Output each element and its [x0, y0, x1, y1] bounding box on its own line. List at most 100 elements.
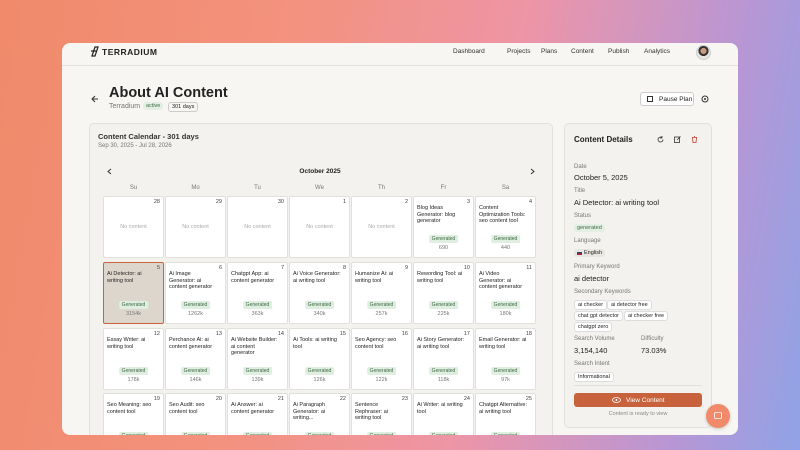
calendar-cell[interactable]: 2 No content: [351, 196, 412, 258]
prev-month[interactable]: [107, 168, 113, 175]
day-number: 2: [404, 199, 408, 205]
content-title: Ai Detector: ai writing tool: [107, 271, 142, 284]
weekday: Sa: [501, 185, 510, 191]
calendar-cell[interactable]: 3 Blog Ideas Generator: blog generator Gen…: [413, 196, 474, 258]
refresh-button[interactable]: [657, 136, 664, 143]
calendar-cell[interactable]: 23 Sentence Rephraser: ai writing tool Gen…: [351, 393, 412, 435]
calendar-cell[interactable]: 11 Ai Video Generator: ai content generat…: [475, 262, 536, 324]
content-title: Ai Video Generator: ai content generator: [479, 271, 523, 290]
calendar-cell[interactable]: 5 Ai Detector: ai writing tool Generated 31…: [103, 262, 164, 324]
project-name: Terradium: [109, 103, 141, 110]
nav-link[interactable]: Content: [571, 48, 594, 55]
calendar-cell[interactable]: 22 Ai Paragraph Generator: ai writing... G…: [289, 393, 350, 435]
calendar-cell[interactable]: 30 No content: [227, 196, 288, 258]
search-volume: 178k: [127, 377, 140, 383]
status-badge: Generated: [118, 432, 149, 435]
day-number: 29: [215, 199, 222, 205]
status-badge: Generated: [304, 301, 335, 309]
field-label: Date: [574, 164, 587, 170]
pause-button[interactable]: Pause Plan: [640, 92, 694, 106]
footnote: Content is ready to view: [608, 411, 668, 417]
content-title: Ai Paragraph Generator: ai writing...: [293, 402, 326, 421]
calendar-cell[interactable]: 6 Ai Image Generator: ai content generato…: [165, 262, 226, 324]
calendar-cell[interactable]: 12 Essay Writer: ai writing tool Generated…: [103, 328, 164, 390]
back-button[interactable]: [91, 95, 99, 103]
view-content-label: View Content: [626, 396, 665, 404]
calendar-cell[interactable]: 4 Content Optimization Tools: seo content…: [475, 196, 536, 258]
day-number: 3: [466, 199, 470, 205]
nav-link[interactable]: Analytics: [644, 48, 671, 55]
field-label: Language: [574, 238, 601, 244]
search-volume: 340k: [313, 311, 326, 317]
empty-note: No content: [244, 224, 271, 230]
nav-link[interactable]: Projects: [507, 48, 531, 55]
calendar-cell[interactable]: 1 No content: [289, 196, 350, 258]
keyword-chip: ai detector free: [607, 300, 652, 310]
settings-button[interactable]: [701, 95, 709, 103]
field-value: Informational: [574, 372, 614, 382]
calendar-cell[interactable]: 15 Ai Tools: ai writing tool Generated 126k: [289, 328, 350, 390]
eye-icon: [612, 397, 621, 403]
delete-button[interactable]: [691, 136, 698, 143]
day-number: 9: [404, 265, 408, 271]
avatar[interactable]: [696, 45, 711, 60]
field-value: 3,154,140: [574, 346, 608, 355]
field-value: generated: [574, 224, 605, 232]
status-badge: Generated: [428, 301, 459, 309]
nav-link[interactable]: Plans: [541, 48, 558, 55]
nav-link[interactable]: Dashboard: [453, 48, 485, 55]
calendar-cell[interactable]: 17 Ai Story Generator: ai writing tool Gen…: [413, 328, 474, 390]
view-content-button[interactable]: View Content: [574, 393, 702, 407]
calendar-cell[interactable]: 16 Seo Agency: seo content tool Generated 1…: [351, 328, 412, 390]
edit-button[interactable]: [674, 136, 681, 143]
day-number: 8: [342, 265, 346, 271]
brand[interactable]: TERRADIUM: [102, 47, 158, 57]
search-volume: 690: [438, 245, 449, 251]
empty-note: No content: [120, 224, 147, 230]
field-value: 73.03%: [641, 346, 667, 355]
calendar-cell[interactable]: 18 Email Generator: ai writing tool Genera…: [475, 328, 536, 390]
status-badge: Generated: [490, 432, 521, 435]
day-number: 7: [280, 265, 284, 271]
calendar-cell[interactable]: 10 Rewording Tool: ai writing tool Generat…: [413, 262, 474, 324]
calendar-cell[interactable]: 8 Ai Voice Generator: ai writing tool Gene…: [289, 262, 350, 324]
status-badge: Generated: [180, 301, 211, 309]
content-title: Ai Story Generator: ai writing tool: [417, 337, 465, 350]
calendar-cell[interactable]: 13 Perchance Ai: ai content generator Gene…: [165, 328, 226, 390]
content-title: Seo Meaning: seo content tool: [107, 402, 152, 415]
pause-label: Pause Plan: [659, 96, 693, 103]
next-month[interactable]: [529, 168, 535, 175]
weekday: Mo: [191, 185, 200, 191]
search-volume: 180k: [499, 311, 512, 317]
content-title: Perchance Ai: ai content generator: [169, 337, 213, 350]
day-number: 17: [463, 331, 470, 337]
day-number: 30: [277, 199, 284, 205]
day-number: 21: [277, 396, 284, 402]
chat-button[interactable]: [706, 404, 730, 428]
day-number: 20: [215, 396, 222, 402]
nav-link[interactable]: Publish: [608, 48, 630, 55]
empty-note: No content: [182, 224, 209, 230]
day-number: 6: [218, 265, 222, 271]
calendar-cell[interactable]: 20 Seo Audit: seo content tool Generated: [165, 393, 226, 435]
day-number: 28: [153, 199, 160, 205]
calendar-cell[interactable]: 28 No content: [103, 196, 164, 258]
calendar-cell[interactable]: 29 No content: [165, 196, 226, 258]
day-number: 1: [342, 199, 346, 205]
field-label: Status: [574, 213, 592, 219]
field-value: English: [574, 249, 606, 257]
weekday: We: [315, 185, 324, 191]
status-badge: Generated: [428, 432, 459, 435]
status-badge: Generated: [242, 301, 273, 309]
calendar-cell[interactable]: 7 Chatgpt App: ai content generator Genera…: [227, 262, 288, 324]
status-badge: Generated: [490, 367, 521, 375]
field-label: Primary Keyword: [574, 264, 620, 270]
status-badge: active: [143, 102, 164, 110]
keyword-chip: chatgpt zero: [574, 322, 613, 332]
calendar-cell[interactable]: 9 Humanize Ai: ai writing tool Generated 25…: [351, 262, 412, 324]
calendar-cell[interactable]: 14 Ai Website Builder: ai content generat…: [227, 328, 288, 390]
